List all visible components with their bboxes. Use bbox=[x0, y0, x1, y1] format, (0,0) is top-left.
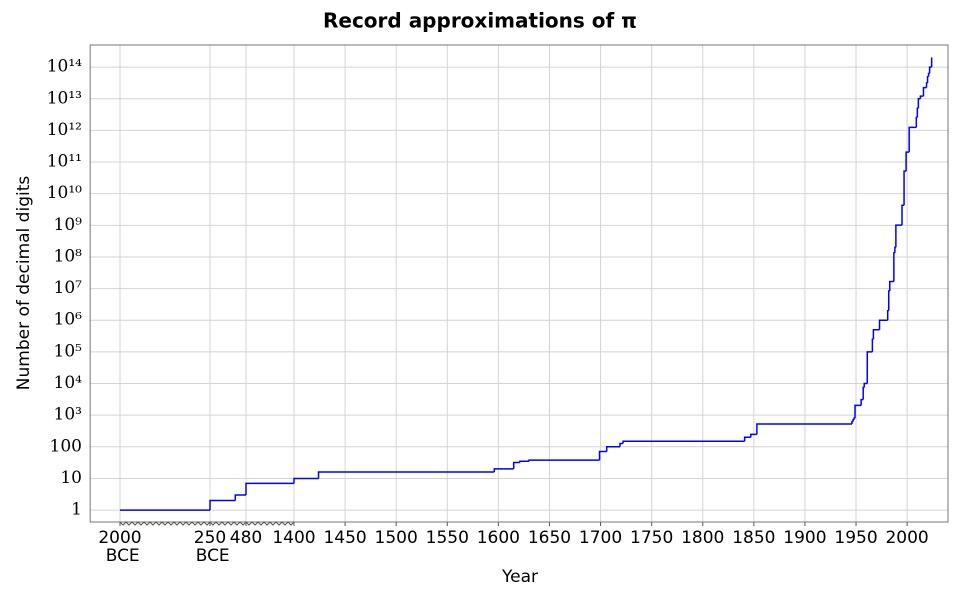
x-tick-label: 1400 bbox=[272, 528, 315, 548]
step-segment bbox=[927, 72, 930, 77]
step-segment bbox=[851, 420, 853, 424]
step-segment bbox=[928, 66, 932, 74]
y-axis-label: Number of decimal digits bbox=[14, 176, 34, 391]
x-tick-label: 1900 bbox=[783, 528, 826, 548]
step-segment bbox=[878, 319, 888, 330]
y-tick-label: 10¹⁰ bbox=[47, 183, 82, 203]
y-tick-label: 10¹² bbox=[47, 120, 82, 140]
step-segment bbox=[915, 116, 918, 128]
step-segment bbox=[750, 433, 757, 438]
step-segment bbox=[916, 107, 919, 118]
step-segment bbox=[901, 204, 905, 226]
step-segment bbox=[860, 398, 864, 406]
x-tick-label: 250 BCE bbox=[190, 528, 229, 566]
step-segment bbox=[245, 482, 294, 495]
step-segment bbox=[605, 446, 620, 452]
step-segment bbox=[866, 351, 873, 384]
step-segment bbox=[234, 494, 246, 501]
step-segment bbox=[871, 338, 874, 352]
step-segment bbox=[895, 224, 903, 248]
y-tick-label: 10¹⁴ bbox=[47, 57, 82, 77]
step-segment bbox=[863, 382, 868, 388]
step-segment bbox=[905, 151, 910, 172]
y-tick-label: 10⁷ bbox=[54, 278, 83, 298]
step-segment bbox=[317, 471, 495, 479]
step-segment bbox=[889, 280, 894, 292]
step-segment bbox=[893, 252, 895, 282]
x-tick-label: 1500 bbox=[375, 528, 418, 548]
x-tick-label: 1950 bbox=[834, 528, 877, 548]
x-tick-label: 1550 bbox=[426, 528, 469, 548]
step-segment bbox=[886, 309, 889, 321]
step-segment bbox=[854, 404, 862, 419]
step-segment bbox=[919, 95, 924, 99]
x-tick-label: 1750 bbox=[630, 528, 673, 548]
x-tick-label: 1800 bbox=[681, 528, 724, 548]
x-tick-label: 1600 bbox=[477, 528, 520, 548]
x-tick-label: 2000 bbox=[885, 528, 928, 548]
step-segment bbox=[598, 450, 607, 461]
step-segment bbox=[872, 329, 880, 340]
step-segment bbox=[528, 459, 600, 462]
step-segment bbox=[917, 98, 921, 109]
step-segment bbox=[293, 477, 319, 484]
step-segment bbox=[512, 461, 520, 469]
step-segment bbox=[925, 82, 928, 88]
x-tick-label: 1650 bbox=[528, 528, 571, 548]
step-segment bbox=[903, 170, 907, 206]
step-segment bbox=[493, 468, 514, 472]
y-tick-label: 10¹³ bbox=[47, 88, 82, 108]
step-segment bbox=[908, 126, 917, 153]
y-tick-label: 10⁶ bbox=[54, 310, 83, 330]
y-tick-label: 10¹¹ bbox=[47, 152, 82, 172]
y-tick-label: 10⁸ bbox=[54, 246, 83, 266]
plot-frame bbox=[89, 44, 949, 523]
y-tick-label: 10⁴ bbox=[54, 373, 83, 393]
step-segment bbox=[852, 419, 854, 422]
step-segment bbox=[887, 290, 890, 311]
step-segment bbox=[622, 440, 745, 444]
x-tick-label: 1450 bbox=[323, 528, 366, 548]
x-tick-label: 480 bbox=[230, 528, 262, 548]
x-tick-label: 2000 BCE bbox=[98, 528, 141, 566]
chart-title: Record approximations of π bbox=[323, 9, 637, 33]
axis-break bbox=[119, 521, 295, 526]
step-segment bbox=[853, 417, 856, 420]
step-segment bbox=[619, 442, 624, 447]
x-tick-label: 1700 bbox=[579, 528, 622, 548]
step-segment bbox=[922, 86, 927, 97]
y-tick-label: 10⁹ bbox=[54, 215, 83, 235]
step-segment bbox=[862, 386, 865, 400]
y-tick-label: 1 bbox=[71, 500, 82, 520]
y-tick-label: 10³ bbox=[54, 405, 82, 425]
step-segment bbox=[756, 423, 852, 435]
step-segment bbox=[894, 246, 896, 253]
step-segment bbox=[519, 460, 530, 463]
step-segment bbox=[743, 436, 751, 442]
x-axis-label: Year bbox=[501, 567, 538, 587]
step-segment bbox=[926, 75, 929, 84]
step-segment bbox=[209, 499, 236, 511]
y-tick-label: 10 bbox=[60, 468, 82, 488]
x-tick-label: 1850 bbox=[732, 528, 775, 548]
y-tick-label: 10⁵ bbox=[54, 341, 83, 361]
y-tick-label: 100 bbox=[50, 436, 82, 456]
